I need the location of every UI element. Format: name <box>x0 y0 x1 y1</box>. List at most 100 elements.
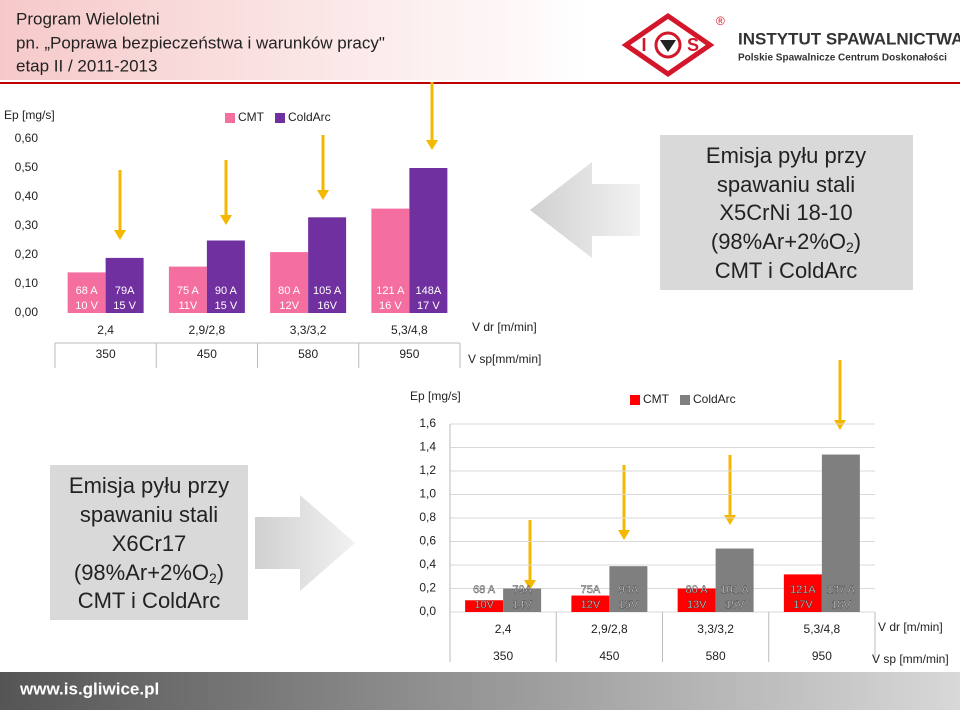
arrow-head <box>524 580 536 590</box>
bar <box>715 548 754 612</box>
bar-annotation: 17 V <box>417 300 440 312</box>
logo-name: INSTYTUT SPAWALNICTWA <box>738 29 960 48</box>
bar <box>609 566 648 612</box>
highlight-arrows <box>114 82 846 590</box>
bar-annotation: 10 V <box>75 300 98 312</box>
bar <box>371 208 410 313</box>
footer-url: www.is.gliwice.pl <box>19 679 159 698</box>
caption-subscript: 2 <box>209 570 217 586</box>
caption-line: Emisja pyłu przy <box>69 473 229 498</box>
x2-tick-label: 350 <box>96 347 116 361</box>
bar <box>571 595 610 612</box>
legend-swatch <box>630 395 640 405</box>
bar-annotation: 13V <box>687 599 707 611</box>
y-tick-label: 0,40 <box>15 189 39 203</box>
bar-annotation: 15V <box>725 599 745 611</box>
caption-line: Emisja pyłu przy <box>706 143 866 168</box>
y-tick-label: 0,6 <box>419 534 436 548</box>
y-tick-label: 0,60 <box>15 131 39 145</box>
y-tick-label: 0,4 <box>419 557 436 571</box>
arrow-head <box>426 140 438 150</box>
bar <box>677 588 716 612</box>
bar-annotation: 16V <box>317 300 337 312</box>
caption-line: spawaniu stali <box>80 502 218 527</box>
arrow-head <box>220 215 232 225</box>
bar-annotation: 121 A <box>376 285 405 297</box>
bar <box>503 588 542 612</box>
bar-annotation: 148A <box>416 285 442 297</box>
x2-tick-label: 450 <box>599 649 619 663</box>
logo-mark <box>660 40 676 52</box>
legend-swatch <box>225 113 235 123</box>
bar-annotation: 18V <box>831 599 851 611</box>
y-tick-label: 1,0 <box>419 487 436 501</box>
y-tick-label: 1,6 <box>419 416 436 430</box>
bar-annotation: 90 A <box>215 285 238 297</box>
y-tick-label: 0,00 <box>15 305 39 319</box>
x2-axis-title: V sp [mm/min] <box>872 652 949 666</box>
bar <box>206 240 245 313</box>
bar-annotation: 16 V <box>379 300 402 312</box>
y-tick-label: 1,2 <box>419 463 436 477</box>
caption-text: ) <box>854 229 861 254</box>
logo-letter: I <box>641 35 646 55</box>
bar-annotation: 79A <box>115 285 135 297</box>
arrow-head <box>618 530 630 540</box>
x-tick-label: 2,9/2,8 <box>189 323 226 337</box>
bar-annotation: 80 A <box>278 285 301 297</box>
x2-tick-label: 350 <box>493 649 513 663</box>
legend-label: ColdArc <box>693 392 736 406</box>
x2-tick-label: 580 <box>706 649 726 663</box>
y-tick-label: 0,30 <box>15 218 39 232</box>
x2-tick-label: 950 <box>399 347 419 361</box>
x-tick-label: 2,4 <box>97 323 114 337</box>
caption-text: ) <box>217 560 224 585</box>
legend-swatch <box>275 113 285 123</box>
bar <box>409 168 448 313</box>
x-tick-label: 5,3/4,8 <box>804 622 841 636</box>
x-tick-label: 2,9/2,8 <box>591 622 628 636</box>
bar-annotation: 11V <box>178 300 197 312</box>
y-tick-label: 0,10 <box>15 276 39 290</box>
y-tick-label: 0,8 <box>419 510 436 524</box>
x2-tick-label: 950 <box>812 649 832 663</box>
bar-annotation: 93A <box>619 584 639 596</box>
caption-line: CMT i ColdArc <box>78 588 221 613</box>
x-tick-label: 3,3/3,2 <box>697 622 734 636</box>
arrow-head <box>834 420 846 430</box>
y-tick-label: 1,4 <box>419 440 436 454</box>
bar-annotation: 14V <box>512 599 532 611</box>
caption-text: (98%Ar+2%O <box>711 229 846 254</box>
y-axis-title: Ep [mg/s] <box>4 108 55 122</box>
y-tick-label: 0,50 <box>15 160 39 174</box>
caption-line: X5CrNi 18-10 <box>719 200 852 225</box>
logo-registered: ® <box>716 14 725 28</box>
legend-label: CMT <box>238 110 265 124</box>
bar-annotation: 80 A <box>686 584 709 596</box>
bar <box>105 257 144 313</box>
header-line: pn. „Poprawa bezpieczeństwa i warunków p… <box>16 33 385 52</box>
bar-annotation: 15 V <box>215 300 238 312</box>
bar-annotation: 15V <box>619 599 639 611</box>
x-tick-label: 2,4 <box>495 622 512 636</box>
logo-subtitle: Polskie Spawalnicze Centrum Doskonałości <box>738 53 947 64</box>
bar-annotation: 12V <box>279 300 299 312</box>
arrow-head <box>317 190 329 200</box>
bar <box>465 600 504 612</box>
bar-annotation: 68 A <box>473 584 496 596</box>
x-axis-title: V dr [m/min] <box>878 620 943 634</box>
legend-label: ColdArc <box>288 110 331 124</box>
bar-annotation: 121A <box>790 584 816 596</box>
bar-annotation: 15 V <box>113 300 136 312</box>
y-tick-label: 0,2 <box>419 581 436 595</box>
legend-swatch <box>680 395 690 405</box>
bar <box>270 252 309 313</box>
x2-tick-label: 450 <box>197 347 217 361</box>
caption-line: (98%Ar+2%O2) <box>74 560 224 586</box>
caption-box <box>50 465 248 620</box>
pointer-arrow <box>255 495 355 591</box>
bar-annotation: 79A <box>512 584 532 596</box>
bar <box>308 217 347 313</box>
logo: I S ® INSTYTUT SPAWALNICTWA Polskie Spaw… <box>621 12 960 78</box>
header-band <box>0 0 590 80</box>
